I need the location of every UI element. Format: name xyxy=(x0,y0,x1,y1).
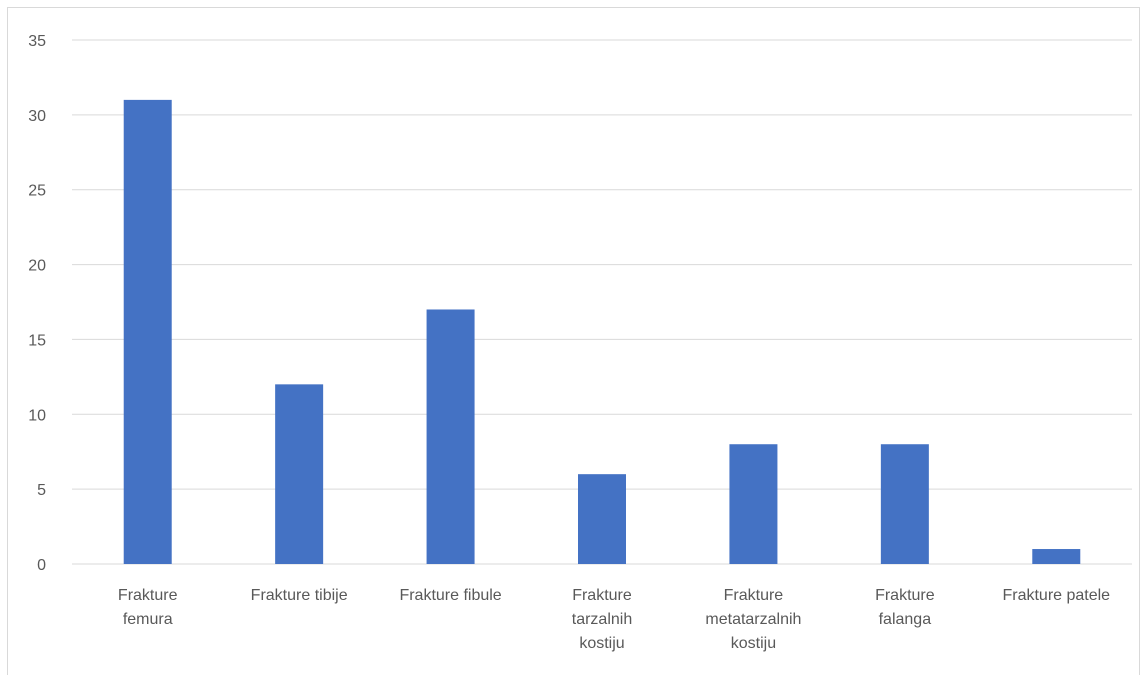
x-tick-label: Frakture falanga xyxy=(875,587,935,628)
x-tick-label-line: kostiju xyxy=(579,635,624,652)
x-tick-label-line: Frakture tibije xyxy=(251,587,348,604)
bar xyxy=(729,444,778,564)
bar xyxy=(880,444,929,564)
x-axis-labels: Frakture femura Frakture tibije Frakture fi… xyxy=(118,587,1110,652)
y-tick-label: 10 xyxy=(28,407,46,424)
bar xyxy=(123,99,172,564)
x-tick-label-line: Frakture fibule xyxy=(399,587,501,604)
y-axis-ticks: 0 5 10 15 20 25 30 35 xyxy=(28,33,46,574)
x-tick-label: Frakture tibije xyxy=(251,587,348,604)
x-tick-label-line: Frakture xyxy=(875,587,935,604)
x-tick-label-line: falanga xyxy=(879,611,932,628)
x-tick-label: Frakture femura xyxy=(118,587,178,628)
bars xyxy=(123,99,1081,564)
y-tick-label: 25 xyxy=(28,183,46,200)
y-tick-label: 30 xyxy=(28,108,46,125)
x-tick-label-line: Frakture xyxy=(724,587,784,604)
y-tick-label: 0 xyxy=(37,557,46,574)
bar xyxy=(1032,549,1081,564)
x-tick-label-line: femura xyxy=(123,611,173,628)
x-tick-label-line: Frakture xyxy=(572,587,632,604)
x-tick-label: Frakture metatarzalnih kostiju xyxy=(705,587,801,652)
y-tick-label: 35 xyxy=(28,33,46,50)
x-tick-label-line: kostiju xyxy=(731,635,776,652)
x-tick-label: Frakture tarzalnih kostiju xyxy=(572,587,632,652)
x-tick-label-line: metatarzalnih xyxy=(705,611,801,628)
bar xyxy=(275,384,324,564)
x-tick-label-line: tarzalnih xyxy=(572,611,632,628)
bar xyxy=(578,474,626,564)
y-tick-label: 5 xyxy=(37,482,46,499)
x-tick-label-line: Frakture xyxy=(118,587,178,604)
x-tick-label-line: Frakture patele xyxy=(1002,587,1110,604)
bar xyxy=(426,309,475,564)
y-tick-label: 20 xyxy=(28,258,46,275)
x-tick-label: Frakture patele xyxy=(1002,587,1110,604)
y-tick-label: 15 xyxy=(28,332,46,349)
x-tick-label: Frakture fibule xyxy=(399,587,501,604)
